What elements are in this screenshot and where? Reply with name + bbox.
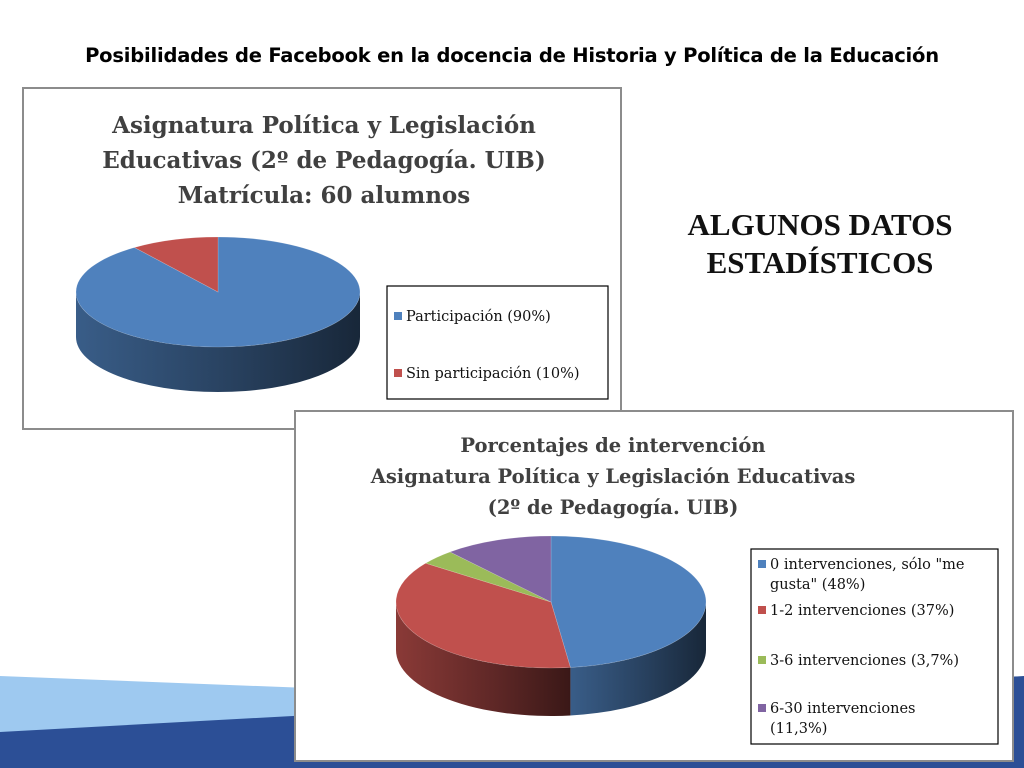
legend-label: (11,3%) xyxy=(770,721,827,737)
chart-title-line: Asignatura Política y Legislación xyxy=(111,112,536,139)
legend-swatch xyxy=(758,560,766,568)
legend-label: 3-6 intervenciones (3,7%) xyxy=(770,653,959,669)
chart-legend: 0 intervenciones, sólo "me gusta" (48%) 1-… xyxy=(758,557,964,737)
legend-label: 6-30 intervenciones xyxy=(770,701,915,717)
legend-label: Participación (90%) xyxy=(406,309,551,325)
slide-title: Posibilidades de Facebook en la docencia… xyxy=(85,44,939,67)
legend-swatch xyxy=(758,606,766,614)
pie-slice-side xyxy=(396,602,571,716)
chart-title-line: Asignatura Política y Legislación Educat… xyxy=(370,465,856,488)
participation-pie-chart: Asignatura Política y Legislación Educati… xyxy=(22,87,622,430)
legend-swatch xyxy=(394,369,402,377)
legend-swatch xyxy=(758,656,766,664)
pie-slice xyxy=(133,236,219,293)
chart-title: Porcentajes de intervención Asignatura Po… xyxy=(370,434,856,519)
participation-pie-svg: Asignatura Política y Legislación Educati… xyxy=(75,112,609,400)
legend-label: 1-2 intervenciones (37%) xyxy=(770,603,954,619)
chart-title-line: Educativas (2º de Pedagogía. UIB) xyxy=(102,147,546,174)
pie-plot xyxy=(75,236,361,392)
pie-slice xyxy=(550,535,707,668)
pie-slice-side xyxy=(76,292,360,392)
section-heading-line: ESTADÍSTICOS xyxy=(706,245,934,280)
section-heading-line: ALGUNOS DATOS xyxy=(687,207,953,242)
intervention-pie-svg: Porcentajes de intervención Asignatura Po… xyxy=(370,434,999,745)
pie-slice xyxy=(75,236,361,348)
legend-swatch xyxy=(394,312,402,320)
pie-slice-side xyxy=(570,602,706,716)
legend-label: 0 intervenciones, sólo "me xyxy=(770,557,964,573)
chart-title-line: (2º de Pedagogía. UIB) xyxy=(488,496,739,519)
legend-label: Sin participación (10%) xyxy=(406,366,580,382)
chart-legend: Participación (90%) Sin participación (10… xyxy=(394,309,580,382)
pie-plot xyxy=(395,535,707,716)
legend-label: gusta" (48%) xyxy=(770,577,865,593)
chart-title: Asignatura Política y Legislación Educati… xyxy=(102,112,546,209)
legend-box xyxy=(386,285,609,400)
legend-swatch xyxy=(758,704,766,712)
chart-title-line: Porcentajes de intervención xyxy=(460,434,765,457)
pie-slice xyxy=(424,551,552,603)
pie-slice xyxy=(395,562,571,669)
legend-box xyxy=(750,548,999,745)
section-heading: ALGUNOS DATOS ESTADÍSTICOS xyxy=(645,206,995,282)
pie-slice xyxy=(449,535,552,603)
intervention-pie-chart: Porcentajes de intervención Asignatura Po… xyxy=(294,410,1014,762)
chart-title-line: Matrícula: 60 alumnos xyxy=(178,182,470,209)
